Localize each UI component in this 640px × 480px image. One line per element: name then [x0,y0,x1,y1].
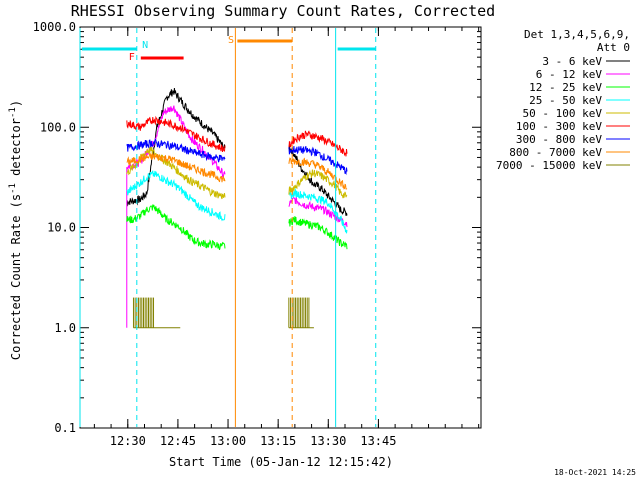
legend-entry-label: 300 - 800 keV [516,133,602,146]
legend-header-2: Att 0 [597,41,630,54]
legend-entry-label: 6 - 12 keV [536,68,603,81]
timestamp-stamp: 18-Oct-2021 14:25 [554,468,636,477]
series-line-3-6kev [126,88,226,207]
series-line-300-800kev [126,138,226,163]
vertical-markers-group [79,28,377,427]
legend-entry-label: 12 - 25 keV [529,81,602,94]
legend-entry-label: 800 - 7000 keV [509,146,602,159]
chart-title: RHESSI Observing Summary Count Rates, Co… [71,2,495,20]
y-tick-label: 100.0 [40,120,76,134]
x-tick-label: 12:30 [110,434,146,448]
series-line-25-50kev [288,187,348,234]
x-tick-label: 13:15 [260,434,296,448]
y-tick-label: 1.0 [54,321,76,335]
flag-label-n: N [142,40,148,51]
y-axis-label-sup2: -1 [8,107,18,118]
series-line-800-7000kev [126,152,226,183]
series-line-50-100kev [126,146,226,200]
series-line-50-100kev [288,169,348,199]
series-line-25-50kev [126,170,226,222]
x-tick-label: 13:30 [310,434,346,448]
y-axis-label-end: ) [9,100,23,107]
legend-header-1: Det 1,3,4,5,6,9, [524,28,630,41]
y-tick-labels: 1000.0 100.0 10.0 1.0 0.1 [33,20,76,435]
y-axis-label-mid: detector [9,118,23,183]
y-axis-label-main: Corrected Count Rate (s [9,194,23,360]
series-lines-group [126,88,348,329]
flag-bars-group: NF S [82,35,376,63]
series-line-12-25kev [288,216,348,250]
flag-label-s: S [228,35,234,46]
x-tick-labels: 12:30 12:45 13:00 13:15 13:30 13:45 [110,434,397,448]
legend-entry-label: 3 - 6 keV [542,55,602,68]
y-tick-label: 0.1 [54,421,76,435]
series-line-800-7000kev [288,157,348,190]
y-axis-label: Corrected Count Rate (s-1 detector-1) [8,100,23,360]
legend-entry-label: 50 - 100 keV [523,107,603,120]
series-line-300-800kev [288,146,348,176]
legend-entry-label: 7000 - 15000 keV [496,159,602,172]
series-line-100-300kev [288,130,348,157]
y-tick-label: 10.0 [47,221,76,235]
flag-label-f: F [129,52,135,63]
axis-ticks-group [80,26,481,429]
plot-frame [79,26,482,429]
legend-entry-label: 100 - 300 keV [516,120,602,133]
x-tick-label: 12:45 [160,434,196,448]
series-line-12-25kev [126,204,226,251]
x-tick-label: 13:45 [360,434,396,448]
x-axis-label: Start Time (05-Jan-12 12:15:42) [169,455,393,469]
y-axis-label-sup: -1 [8,183,18,194]
legend-entry-label: 25 - 50 keV [529,94,602,107]
x-tick-label: 13:00 [210,434,246,448]
y-tick-label: 1000.0 [33,20,76,34]
series-line-100-300kev [126,115,226,153]
